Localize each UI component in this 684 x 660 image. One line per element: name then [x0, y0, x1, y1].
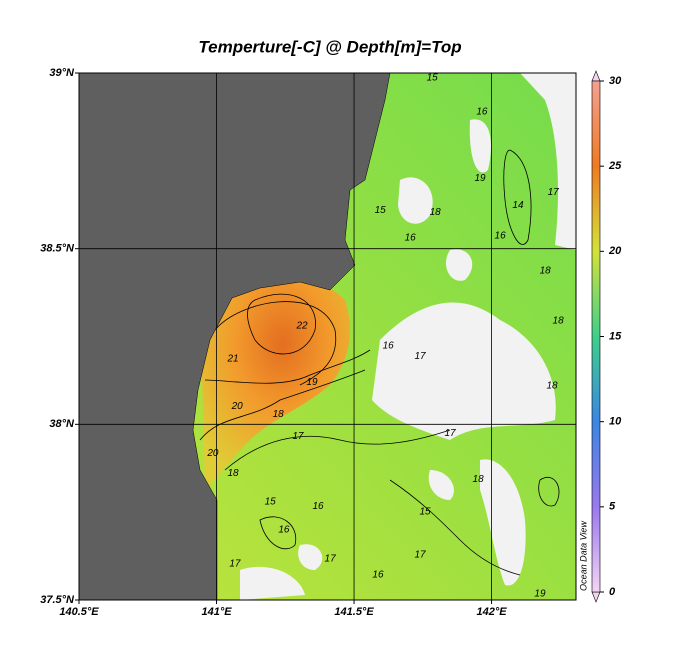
contour-label: 22: [295, 321, 308, 332]
y-tick-label: 38.5°N: [40, 243, 75, 255]
warm-water: [200, 281, 350, 490]
contour-label: 15: [375, 205, 387, 216]
contour-label: 16: [372, 570, 384, 581]
x-tick-label: 141.5°E: [334, 606, 374, 618]
colorbar-tick-label: 25: [608, 160, 622, 172]
colorbar-tick-label: 0: [609, 586, 616, 598]
contour-label: 21: [226, 354, 238, 365]
contour-label: 18: [540, 265, 552, 276]
no-data-areas: [240, 73, 576, 600]
x-tick-label: 142°E: [477, 606, 508, 618]
colorbar-tick-label: 5: [609, 501, 616, 513]
contour-label: 16: [476, 107, 488, 118]
contour-label: 18: [273, 409, 285, 420]
contour-label: 18: [227, 468, 239, 479]
contour-label: 15: [427, 73, 439, 84]
contour-label: 19: [474, 173, 486, 184]
contour-label: 18: [430, 207, 442, 218]
x-tick-label: 140.5°E: [59, 606, 99, 618]
contour-lines: [199, 149, 560, 576]
colorbar-tick-label: 20: [608, 245, 622, 257]
colorbar-tick-label: 10: [609, 416, 622, 428]
y-tick-label: 37.5°N: [40, 594, 75, 606]
contour-label: 17: [229, 558, 241, 569]
contour-label: 15: [419, 506, 431, 517]
contour-label: 17: [325, 554, 337, 565]
x-tick-label: 141°E: [201, 606, 232, 618]
colorbar: [591, 80, 601, 593]
contour-label: 19: [306, 377, 318, 388]
land: [79, 73, 391, 600]
contour-label: 17: [548, 187, 560, 198]
contour-label: 19: [534, 589, 546, 600]
contour-label: 17: [444, 428, 456, 439]
contour-label: 16: [278, 524, 290, 535]
contour-label: 18: [547, 381, 559, 392]
contour-label: 20: [231, 401, 244, 412]
contour-label: 17: [414, 549, 426, 560]
contour-label: 17: [414, 351, 426, 362]
contour-label: 16: [495, 230, 507, 241]
credit: Ocean Data View: [578, 521, 588, 591]
colorbar-tick-label: 30: [609, 75, 622, 87]
colorbar-tick-label: 15: [609, 330, 622, 342]
contour-label: 14: [512, 200, 524, 211]
y-tick-label: 38°N: [49, 418, 75, 430]
contour-label: 16: [405, 232, 417, 243]
contour-label: 20: [206, 448, 219, 459]
contour-label: 17: [292, 431, 304, 442]
map-title: Temperture[-C] @ Depth[m]=Top: [198, 37, 461, 56]
contour-label: 15: [265, 496, 277, 507]
contour-label: 16: [312, 501, 324, 512]
y-tick-label: 39°N: [49, 67, 75, 79]
field: [79, 73, 576, 600]
contour-label: 16: [383, 341, 395, 352]
contour-label: 18: [473, 474, 485, 485]
contour-label: 18: [553, 316, 565, 327]
